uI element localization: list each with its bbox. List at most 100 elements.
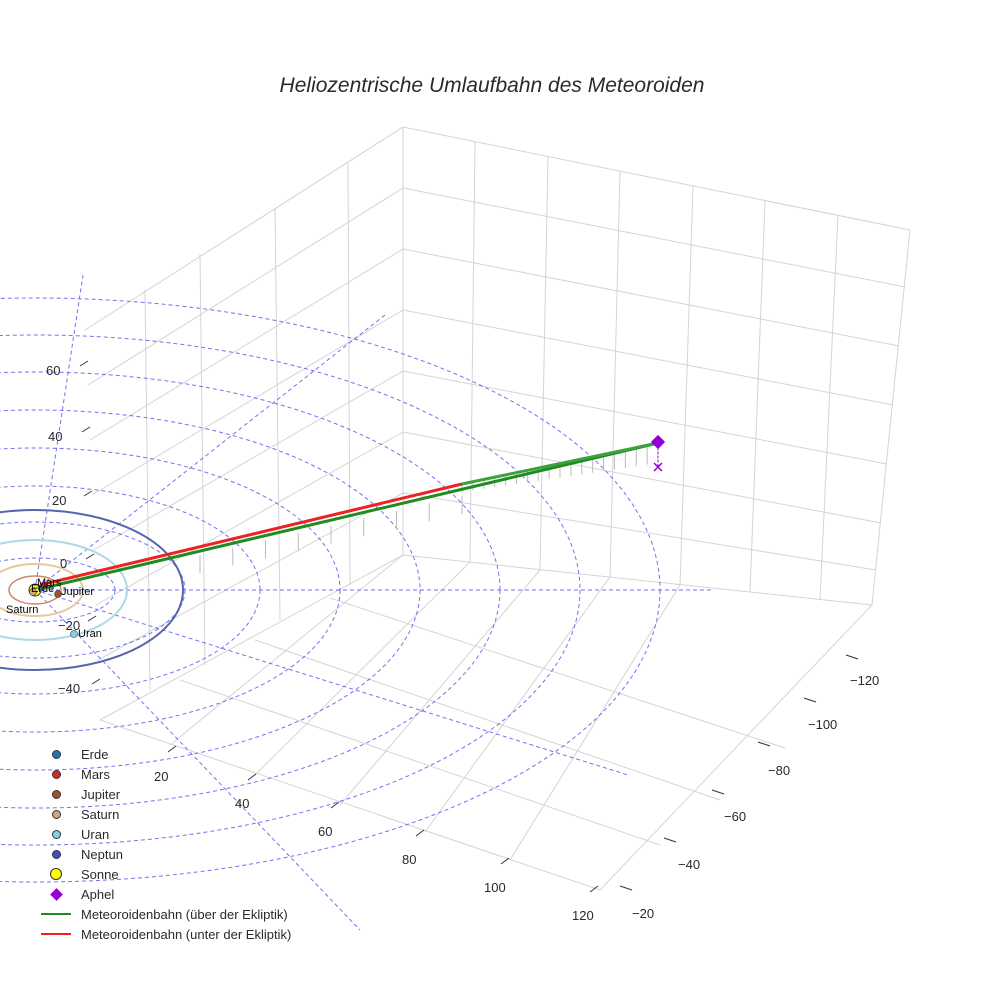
uranus-marker: [70, 630, 78, 638]
grid-walls: [84, 126, 911, 891]
tick-mark: [663, 837, 677, 843]
y-tick-label: −60: [724, 809, 746, 824]
x-tick-label: 60: [318, 824, 332, 839]
y-tick-label: −40: [678, 857, 700, 872]
legend-item-saturn[interactable]: Saturn: [36, 804, 291, 824]
x-tick-label: 100: [484, 880, 506, 895]
legend-marker: [36, 884, 76, 904]
legend-item-jupiter[interactable]: Jupiter: [36, 784, 291, 804]
gridline: [402, 370, 888, 465]
mars-marker: [40, 581, 48, 589]
legend-marker: [36, 844, 76, 864]
box-edge: [402, 554, 873, 606]
x-tick-label: 40: [235, 796, 249, 811]
gridline: [402, 309, 894, 406]
gridline: [199, 253, 206, 666]
box-edge: [871, 229, 911, 606]
tick-mark: [85, 553, 95, 560]
legend-label: Aphel: [81, 886, 115, 902]
legend-marker: [36, 904, 76, 924]
x-axis-ticks: [167, 745, 599, 893]
z-tick-label: −40: [58, 681, 80, 696]
z-tick-label: −20: [58, 618, 80, 633]
ecliptic-circles: [0, 274, 712, 931]
planet-label-mars: Mars: [37, 577, 62, 589]
series-above-lower: [34, 441, 659, 592]
box-edge: [402, 126, 911, 231]
tick-mark: [845, 654, 859, 660]
z-tick-label: 0: [60, 556, 67, 571]
tick-mark: [87, 615, 97, 622]
legend-label: Neptun: [81, 846, 123, 862]
y-tick-label: −120: [850, 673, 879, 688]
legend-item-aphel[interactable]: Aphel: [36, 884, 291, 904]
legend-item-mars[interactable]: Mars: [36, 764, 291, 784]
legend-item-sonne[interactable]: Sonne: [36, 864, 291, 884]
legend-item-neptun[interactable]: Neptun: [36, 844, 291, 864]
gridline: [254, 561, 471, 776]
tick-mark: [803, 697, 817, 703]
gridline: [347, 161, 351, 586]
legend-label: Erde: [81, 746, 109, 762]
chart-title: Heliozentrische Umlaufbahn des Meteoroid…: [279, 74, 705, 97]
gridline: [95, 431, 404, 606]
tick-mark: [81, 426, 91, 433]
ecliptic-ring: [0, 334, 581, 846]
tick-mark: [91, 678, 101, 685]
tick-mark: [83, 490, 93, 497]
gridline: [169, 554, 404, 746]
gridline: [509, 584, 681, 861]
legend-marker: [36, 764, 76, 784]
planet-label-earth: Erde: [31, 583, 54, 595]
gridline: [402, 248, 900, 347]
ecliptic-axis: [34, 589, 361, 931]
legend-label: Meteoroidenbahn (unter der Ekliptik): [81, 926, 292, 942]
tick-mark: [79, 360, 89, 367]
legend-marker: [36, 864, 76, 884]
x-tick-label: 120: [572, 908, 594, 923]
gridline: [144, 289, 151, 691]
series-below-upper: [39, 482, 463, 587]
gridline: [749, 200, 766, 593]
x-tick-label: 80: [402, 852, 416, 867]
series-above-upper: [461, 441, 659, 486]
aphelion-projection-x: [653, 462, 663, 472]
tick-mark: [247, 773, 257, 781]
tick-mark: [711, 789, 725, 795]
y-tick-label: −100: [808, 717, 837, 732]
x-marker-stroke: [653, 462, 663, 472]
legend-label: Saturn: [81, 806, 120, 822]
meteoroid-orbit: [34, 441, 659, 592]
gridline: [87, 187, 404, 386]
legend: Erde Mars Jupiter Saturn Uran Neptun Son…: [36, 744, 291, 944]
planet-label-uranus: Uran: [78, 628, 102, 640]
aphelion-marker: [650, 434, 666, 450]
uranus-orbit: [0, 539, 128, 641]
jupiter-orbit: [8, 575, 62, 605]
tick-mark: [500, 857, 510, 865]
x-tick-label: 20: [154, 769, 168, 784]
y-tick-label: −80: [768, 763, 790, 778]
legend-item-erde[interactable]: Erde: [36, 744, 291, 764]
planets: Mars Erde Jupiter Saturn Uran: [6, 577, 102, 640]
legend-marker: [36, 824, 76, 844]
neptune-orbit: [0, 509, 184, 671]
jupiter-marker: [54, 590, 62, 598]
tick-mark: [757, 741, 771, 747]
legend-label: Jupiter: [81, 786, 121, 802]
y-tick-label: −20: [632, 906, 654, 921]
tick-mark: [167, 745, 177, 753]
gridline: [402, 187, 906, 288]
gridline: [91, 309, 404, 496]
legend-label: Sonne: [81, 866, 119, 882]
legend-item-orbit-below[interactable]: Meteoroidenbahn (unter der Ekliptik): [36, 924, 291, 944]
legend-item-uran[interactable]: Uran: [36, 824, 291, 844]
legend-label: Mars: [81, 766, 110, 782]
gridline: [402, 431, 882, 524]
gridline: [609, 171, 621, 578]
legend-item-orbit-above[interactable]: Meteoroidenbahn (über der Ekliptik): [36, 904, 291, 924]
legend-marker: [36, 924, 76, 944]
gridline: [89, 248, 404, 441]
gridline: [819, 214, 839, 601]
